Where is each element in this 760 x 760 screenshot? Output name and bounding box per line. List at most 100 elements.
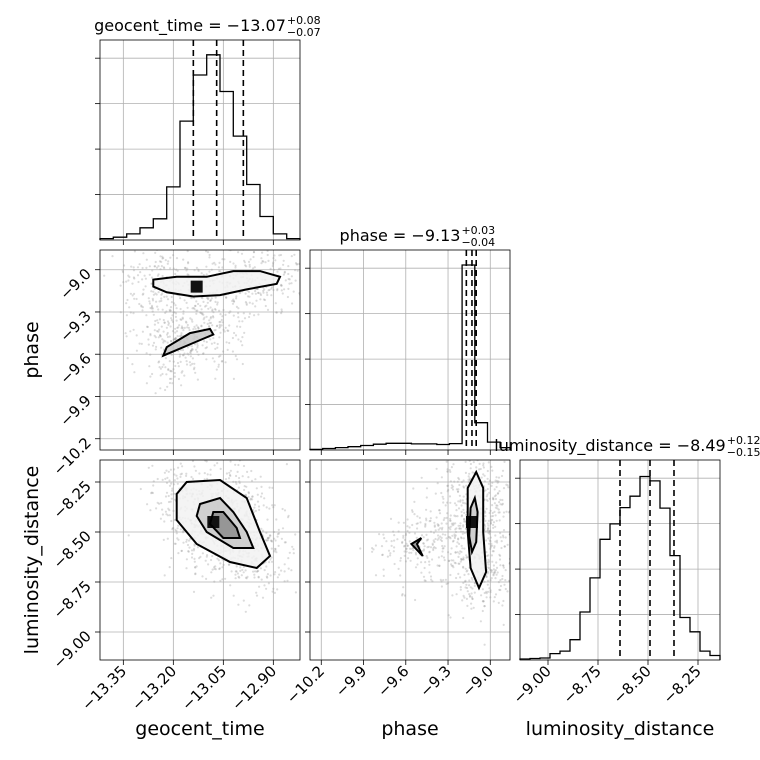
- scatter-point: [156, 274, 159, 277]
- scatter-point: [422, 536, 425, 539]
- scatter-point: [501, 604, 504, 607]
- scatter-point: [501, 574, 504, 578]
- scatter-point: [276, 588, 279, 591]
- scatter-point: [166, 335, 169, 339]
- joint-panel-phase-luminosity_distance: [309, 459, 514, 661]
- scatter-point: [468, 472, 471, 475]
- scatter-point: [161, 257, 164, 260]
- scatter-point: [216, 303, 219, 306]
- scatter-point: [484, 525, 487, 528]
- scatter-point: [441, 547, 444, 550]
- scatter-point: [218, 241, 220, 243]
- scatter-point: [181, 348, 185, 352]
- scatter-point: [252, 255, 255, 259]
- scatter-point: [425, 517, 428, 520]
- scatter-point: [460, 544, 463, 548]
- scatter-point: [460, 515, 463, 518]
- scatter-point: [127, 279, 130, 282]
- scatter-point: [280, 312, 283, 315]
- scatter-point: [414, 566, 418, 569]
- scatter-point: [486, 469, 489, 473]
- scatter-point: [238, 476, 241, 480]
- scatter-point: [177, 377, 180, 381]
- scatter-point: [132, 269, 136, 272]
- scatter-point: [209, 338, 212, 341]
- scatter-point: [241, 568, 244, 572]
- scatter-point: [189, 349, 192, 352]
- scatter-point: [512, 516, 514, 518]
- scatter-point: [408, 526, 411, 529]
- ytick-label-phase-4: −9.0: [56, 265, 94, 303]
- scatter-point: [233, 300, 236, 303]
- scatter-point: [268, 534, 272, 537]
- scatter-point: [449, 552, 452, 556]
- scatter-point: [249, 258, 252, 261]
- scatter-point: [487, 558, 490, 562]
- scatter-point: [267, 539, 270, 542]
- ytick-label-phase-1: −9.9: [56, 392, 94, 430]
- scatter-point: [260, 495, 263, 498]
- scatter-point: [291, 302, 294, 305]
- scatter-point: [187, 550, 190, 553]
- scatter-point: [263, 298, 267, 302]
- scatter-point: [232, 480, 235, 483]
- scatter-point: [385, 540, 388, 543]
- scatter-point: [312, 257, 314, 259]
- scatter-point: [473, 584, 476, 588]
- scatter-point: [423, 566, 426, 570]
- scatter-point: [204, 559, 207, 562]
- scatter-point: [177, 552, 180, 555]
- scatter-point: [283, 563, 286, 566]
- scatter-point: [156, 319, 159, 322]
- scatter-point: [150, 491, 153, 494]
- scatter-point: [185, 538, 188, 541]
- scatter-point: [456, 515, 459, 518]
- scatter-point: [187, 261, 190, 264]
- scatter-point: [430, 578, 433, 581]
- title-minus-luminosity_distance: −0.15: [727, 446, 760, 459]
- scatter-point: [442, 579, 445, 582]
- scatter-point: [459, 500, 462, 503]
- scatter-point: [404, 560, 408, 563]
- scatter-point: [442, 518, 445, 522]
- scatter-point: [441, 533, 444, 536]
- scatter-point: [429, 530, 433, 533]
- scatter-point: [218, 270, 221, 273]
- scatter-point: [259, 475, 262, 478]
- scatter-point: [169, 370, 172, 373]
- scatter-point: [433, 525, 436, 528]
- scatter-point: [493, 571, 496, 574]
- scatter-point: [270, 539, 273, 543]
- scatter-point: [180, 325, 184, 328]
- scatter-point: [484, 515, 487, 518]
- scatter-point: [175, 330, 179, 333]
- scatter-point: [484, 511, 487, 514]
- scatter-point: [193, 543, 196, 546]
- scatter-point: [294, 279, 297, 282]
- scatter-point: [490, 542, 493, 545]
- scatter-point: [486, 493, 489, 496]
- scatter-point: [173, 375, 176, 378]
- scatter-point: [267, 289, 270, 292]
- scatter-point: [224, 577, 227, 580]
- scatter-point: [443, 545, 446, 548]
- scatter-point: [456, 541, 459, 544]
- scatter-point: [168, 509, 171, 512]
- scatter-point: [214, 568, 217, 571]
- scatter-point: [176, 527, 179, 530]
- scatter-point: [389, 517, 393, 521]
- scatter-point: [403, 594, 406, 597]
- scatter-point: [200, 324, 203, 327]
- scatter-point: [266, 518, 269, 521]
- scatter-point: [471, 587, 474, 590]
- marginal-panel-luminosity_distance: luminosity_distance = −8.49 +0.12−0.15: [494, 434, 760, 661]
- scatter-point: [163, 471, 166, 474]
- scatter-point: [119, 311, 122, 314]
- scatter-point: [459, 586, 462, 589]
- scatter-point: [274, 235, 276, 237]
- scatter-point: [449, 616, 452, 619]
- scatter-point: [150, 276, 154, 279]
- scatter-point: [449, 528, 452, 531]
- scatter-point: [156, 477, 159, 481]
- scatter-point: [466, 569, 469, 572]
